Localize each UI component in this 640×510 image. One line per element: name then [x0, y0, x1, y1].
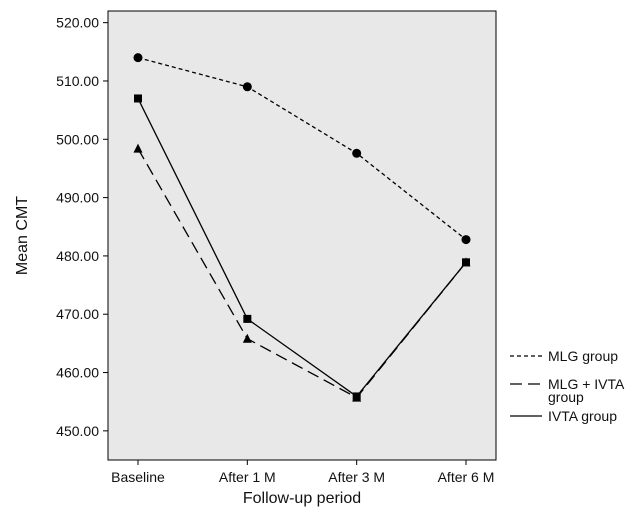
data-point: [242, 333, 252, 343]
legend: MLG group MLG + IVTA group IVTA group: [510, 348, 625, 424]
data-point: [243, 314, 252, 323]
y-axis-title: Mean CMT: [14, 196, 31, 275]
legend-label: IVTA group: [548, 408, 617, 424]
x-tick-label: After 6 M: [438, 469, 495, 485]
data-point: [133, 143, 143, 153]
x-tick-label: After 3 M: [328, 469, 385, 485]
series-line: [137, 148, 467, 399]
data-point: [134, 94, 142, 103]
y-tick-label: 450.00: [56, 423, 99, 439]
data-point: [133, 53, 143, 63]
legend-label: MLG group: [548, 348, 618, 364]
series-0: [133, 53, 471, 245]
y-tick-label: 500.00: [56, 131, 99, 147]
legend-label: MLG + IVTA group: [548, 376, 625, 405]
series-2: [134, 94, 470, 401]
data-point: [352, 392, 361, 401]
plot-area: [107, 10, 497, 461]
x-axis-ticks: Baseline After 1 M After 3 M After 6 M: [111, 460, 494, 485]
series-layer: [133, 53, 471, 402]
data-point: [462, 258, 470, 267]
series-line: [137, 98, 467, 398]
x-tick-label: After 1 M: [219, 469, 276, 485]
x-axis-title: Follow-up period: [243, 490, 361, 507]
x-tick-label: Baseline: [111, 469, 165, 485]
y-axis-ticks: 450.00 460.00 470.00 480.00 490.00 500.00 510.…: [56, 15, 108, 439]
data-point: [461, 235, 471, 245]
data-point: [352, 148, 362, 158]
y-tick-label: 510.00: [56, 73, 99, 89]
y-tick-label: 470.00: [56, 306, 99, 322]
series-line: [137, 57, 467, 241]
data-point: [242, 82, 252, 92]
y-tick-label: 520.00: [56, 15, 99, 31]
y-tick-label: 480.00: [56, 248, 99, 264]
y-tick-label: 460.00: [56, 365, 99, 381]
y-tick-label: 490.00: [56, 190, 99, 206]
